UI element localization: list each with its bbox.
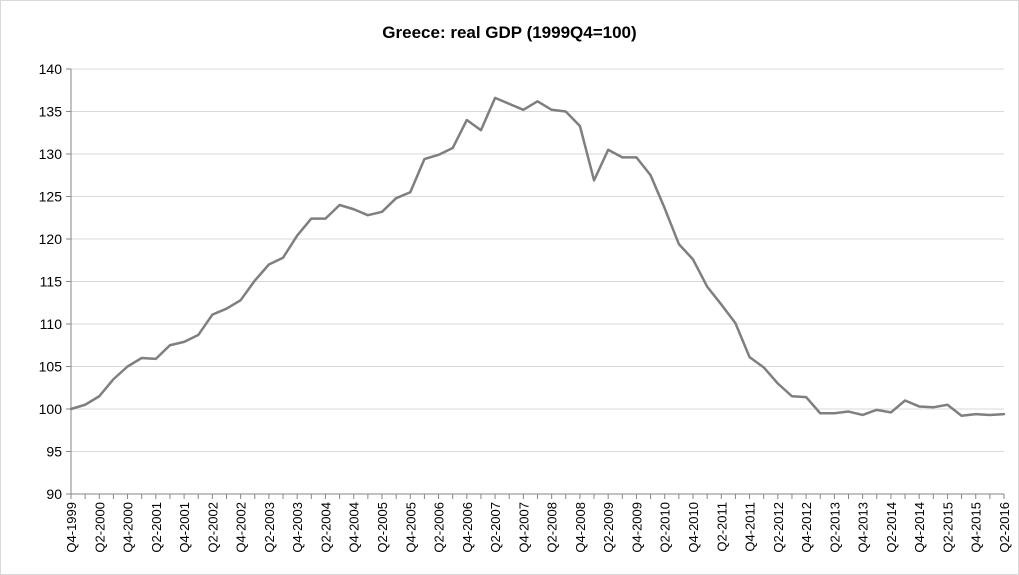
chart-title: Greece: real GDP (1999Q4=100) bbox=[382, 23, 637, 42]
x-tick-label: Q2-2014 bbox=[884, 502, 899, 553]
x-tick-label: Q2-2004 bbox=[318, 502, 333, 553]
series-line bbox=[69, 96, 1006, 418]
y-tick-label: 90 bbox=[46, 486, 62, 502]
x-tick-label: Q2-2006 bbox=[432, 502, 447, 553]
x-tick-label: Q2-2000 bbox=[92, 502, 107, 553]
y-tick-label: 135 bbox=[39, 104, 63, 120]
y-tick-label: 130 bbox=[39, 146, 63, 162]
x-tick-label: Q4-2004 bbox=[347, 502, 362, 553]
x-tick-label: Q4-2002 bbox=[234, 502, 249, 553]
x-tick-label: Q2-2016 bbox=[997, 502, 1012, 553]
x-tick-label: Q2-2001 bbox=[149, 502, 164, 553]
y-tick-label: 110 bbox=[40, 316, 63, 332]
y-tick-label: 125 bbox=[39, 189, 63, 205]
series-gdp bbox=[69, 96, 1006, 418]
y-tick-label: 120 bbox=[39, 231, 63, 247]
x-tick-label: Q2-2003 bbox=[262, 502, 277, 553]
x-tick-label: Q4-2001 bbox=[177, 502, 192, 553]
x-tick-label: Q2-2005 bbox=[375, 502, 390, 553]
y-tick-label: 100 bbox=[39, 401, 63, 417]
x-tick-label: Q4-2011 bbox=[743, 502, 758, 552]
x-tick-label: Q4-2000 bbox=[121, 502, 136, 553]
x-tick-label: Q4-2007 bbox=[516, 502, 531, 553]
y-tick-label: 95 bbox=[46, 444, 62, 460]
x-tick-label: Q2-2007 bbox=[488, 502, 503, 553]
x-tick-label: Q2-2013 bbox=[827, 502, 842, 553]
x-tick-label: Q2-2012 bbox=[771, 502, 786, 553]
y-tick-label: 115 bbox=[40, 274, 63, 290]
x-tick-label: Q2-2008 bbox=[545, 502, 560, 553]
x-axis-tick-labels: Q4-1999 Q2-2000 Q4-2000 Q2-2001 Q4-2001 Q2-20… bbox=[64, 502, 1012, 553]
x-tick-label: Q2-2015 bbox=[940, 502, 955, 553]
x-tick-label: Q4-2014 bbox=[912, 502, 927, 553]
x-tick-label: Q2-2011 bbox=[714, 502, 729, 552]
x-tick-label: Q4-2015 bbox=[969, 502, 984, 553]
y-tick-label: 105 bbox=[39, 359, 63, 375]
y-tick-label: 140 bbox=[39, 61, 63, 77]
x-tick-label: Q2-2009 bbox=[601, 502, 616, 553]
x-tick-label: Q4-2013 bbox=[856, 502, 871, 553]
x-tick-label: Q2-2002 bbox=[205, 502, 220, 553]
axes bbox=[66, 68, 1005, 499]
x-tick-label: Q4-2003 bbox=[290, 502, 305, 553]
x-tick-label: Q4-2010 bbox=[686, 502, 701, 553]
x-tick-label: Q4-2006 bbox=[460, 502, 475, 553]
x-tick-label: Q4-2005 bbox=[403, 502, 418, 553]
y-axis-tick-labels: 90 95 100 105 110 115 120 125 130 135 140 bbox=[39, 61, 63, 502]
x-tick-label: Q4-2009 bbox=[629, 502, 644, 553]
x-tick-label: Q2-2010 bbox=[658, 502, 673, 553]
gridlines bbox=[71, 68, 1004, 452]
x-tick-label: Q4-2012 bbox=[799, 502, 814, 553]
x-tick-label: Q4-2008 bbox=[573, 502, 588, 553]
x-tick-label: Q4-1999 bbox=[64, 502, 79, 553]
